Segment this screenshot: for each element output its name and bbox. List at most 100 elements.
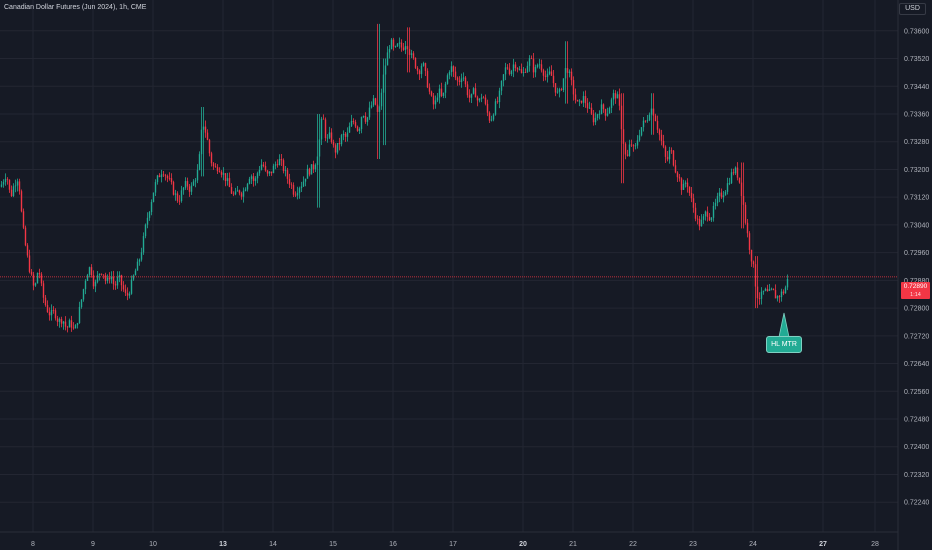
candle-body bbox=[80, 299, 83, 307]
candle-body bbox=[112, 276, 115, 285]
candle-body bbox=[482, 97, 485, 99]
candle-body bbox=[496, 101, 499, 103]
candle-body bbox=[652, 108, 655, 116]
candle-body bbox=[514, 64, 517, 68]
time-tick-label: 13 bbox=[219, 541, 227, 548]
candle-body bbox=[778, 296, 781, 298]
candle-body bbox=[356, 126, 359, 131]
candle-body bbox=[390, 39, 393, 50]
candle-body bbox=[318, 139, 321, 157]
candle-body bbox=[270, 171, 273, 174]
candle-body bbox=[34, 283, 37, 286]
candle-body bbox=[424, 63, 427, 71]
candle-body bbox=[290, 184, 293, 186]
candle-body bbox=[104, 275, 107, 281]
candle-body bbox=[110, 276, 113, 280]
candle-body bbox=[18, 181, 21, 192]
candle-body bbox=[64, 321, 67, 327]
candle-body bbox=[78, 306, 81, 323]
candle-body bbox=[364, 115, 367, 122]
candle-body bbox=[224, 173, 227, 181]
candle-body bbox=[316, 156, 319, 165]
candle-body bbox=[526, 65, 529, 73]
candle-body bbox=[546, 73, 549, 77]
candle-body bbox=[118, 275, 121, 278]
candle-body bbox=[462, 77, 465, 79]
candle-body bbox=[654, 115, 657, 122]
candle-body bbox=[216, 167, 219, 172]
candle-body bbox=[88, 267, 91, 275]
candle-body bbox=[86, 274, 89, 281]
candle-body bbox=[328, 132, 331, 138]
candle-body bbox=[140, 252, 143, 260]
candle-body bbox=[630, 144, 633, 146]
candle-body bbox=[150, 201, 153, 213]
price-tick-label: 0.72640 bbox=[904, 361, 929, 368]
symbol-title[interactable]: Canadian Dollar Futures (Jun 2024), 1h, … bbox=[4, 4, 147, 11]
candle-body bbox=[402, 47, 405, 50]
candle-body bbox=[770, 288, 773, 290]
candle-body bbox=[268, 171, 271, 174]
candle-body bbox=[404, 46, 407, 50]
candle-body bbox=[266, 170, 269, 174]
candle-body bbox=[552, 75, 555, 84]
annotation-pointer bbox=[778, 312, 790, 338]
candle-body bbox=[786, 278, 789, 288]
candle-body bbox=[284, 170, 287, 172]
time-axis: 8 9 10 13 14 15 16 17 20 21 22 23 24 27 28 bbox=[0, 0, 899, 550]
candle-body bbox=[382, 74, 385, 93]
candle-body bbox=[628, 144, 631, 156]
candle-body bbox=[276, 164, 279, 166]
candle-body bbox=[752, 261, 755, 265]
candle-body bbox=[674, 165, 677, 173]
candle-body bbox=[582, 96, 585, 103]
candle-body bbox=[72, 327, 75, 329]
currency-button[interactable]: USD bbox=[899, 3, 926, 15]
candle-body bbox=[178, 200, 181, 202]
candle-body bbox=[350, 121, 353, 127]
candle-body bbox=[196, 169, 199, 181]
candle-body bbox=[458, 80, 461, 82]
candle-body bbox=[142, 236, 145, 253]
candle-body bbox=[734, 167, 737, 174]
candle-body bbox=[42, 283, 45, 298]
candle-body bbox=[360, 117, 363, 130]
candle-body bbox=[452, 66, 455, 72]
candle-body bbox=[444, 83, 447, 93]
candle-body bbox=[288, 178, 291, 185]
candle-body bbox=[784, 287, 787, 294]
candle-body bbox=[326, 137, 329, 139]
candle-body bbox=[264, 166, 267, 171]
candle-body bbox=[602, 104, 605, 110]
candle-body bbox=[314, 164, 317, 170]
candle-body bbox=[722, 195, 725, 198]
time-tick-label: 17 bbox=[449, 541, 457, 548]
candle-body bbox=[258, 169, 261, 174]
price-tick-label: 0.72480 bbox=[904, 417, 929, 424]
candle-body bbox=[646, 120, 649, 122]
candle-body bbox=[296, 192, 299, 196]
candle-body bbox=[342, 133, 345, 136]
candle-body bbox=[82, 289, 85, 300]
candle-body bbox=[346, 132, 349, 137]
candle-body bbox=[486, 103, 489, 113]
candle-body bbox=[126, 292, 129, 296]
candle-body bbox=[782, 291, 785, 294]
candle-body bbox=[510, 71, 513, 75]
candle-body bbox=[498, 90, 501, 103]
candle-body bbox=[590, 107, 593, 114]
candle-body bbox=[708, 216, 711, 221]
time-tick-label: 21 bbox=[569, 541, 577, 548]
candle-body bbox=[692, 198, 695, 208]
hl-mtr-note[interactable]: HL MTR bbox=[766, 336, 802, 353]
candle-body bbox=[218, 171, 221, 173]
price-tick-label: 0.72960 bbox=[904, 250, 929, 257]
candle-body bbox=[308, 168, 311, 175]
bar-countdown: 1:14 bbox=[910, 292, 921, 298]
candle-body bbox=[240, 193, 243, 197]
candle-body bbox=[312, 164, 315, 170]
candle-body bbox=[304, 178, 307, 182]
candle-body bbox=[394, 46, 397, 48]
candle-body bbox=[754, 264, 757, 287]
